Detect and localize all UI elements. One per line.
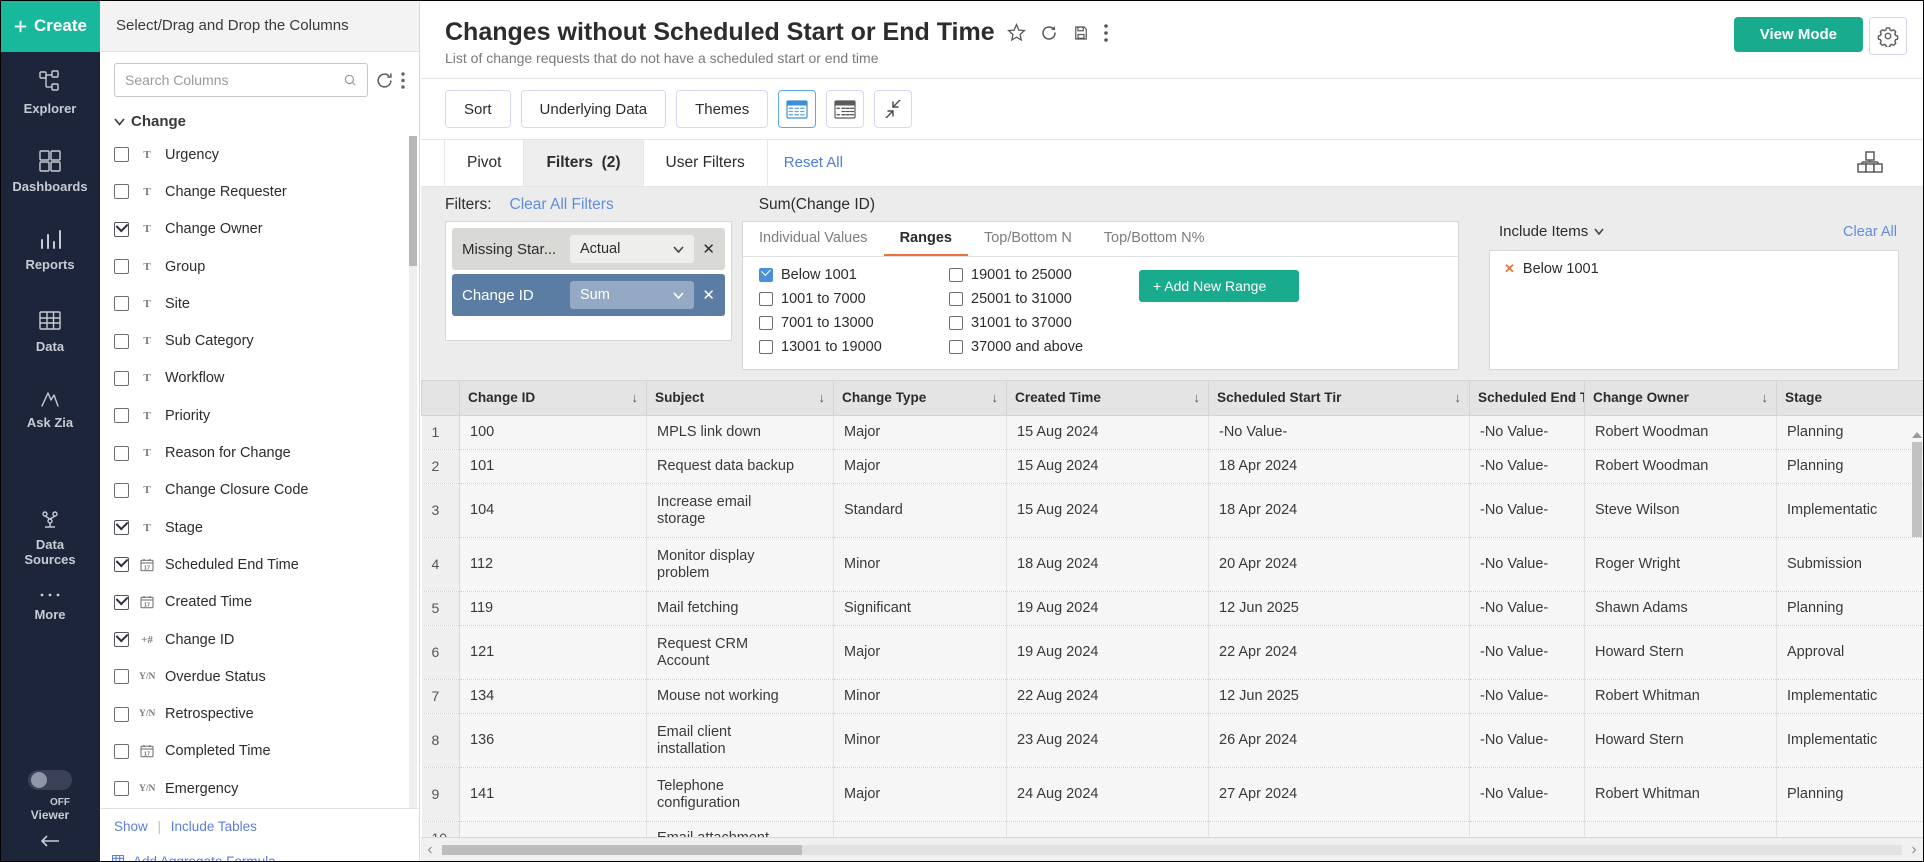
svg-text:17: 17 xyxy=(144,752,150,758)
svg-text:17: 17 xyxy=(144,565,150,571)
svg-text:17: 17 xyxy=(144,603,150,609)
